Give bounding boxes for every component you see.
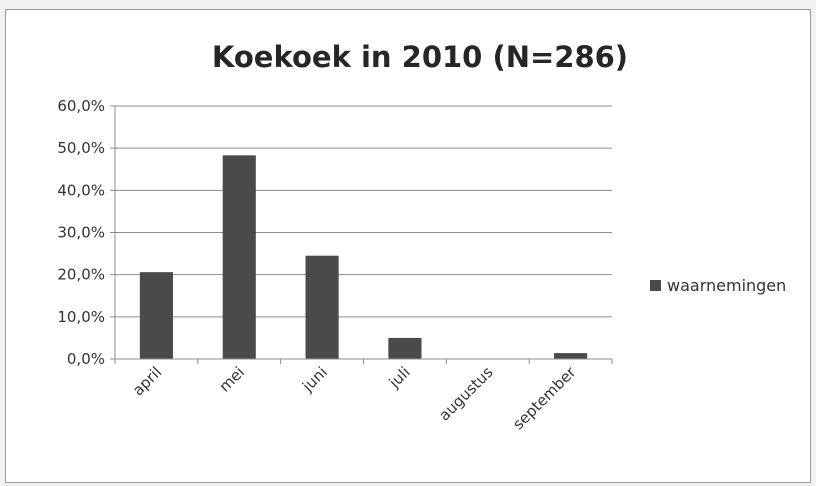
y-tick-label: 60,0% <box>57 97 105 115</box>
x-tick-label: augustus <box>435 363 496 424</box>
bar-juli <box>388 337 422 359</box>
gridlines <box>115 105 612 318</box>
bar-september <box>554 353 588 359</box>
x-axis-labels: april mei juni juli augustus september <box>129 363 580 434</box>
legend-label: waarnemingen <box>667 276 786 295</box>
legend-swatch <box>650 280 661 291</box>
y-tick-label: 30,0% <box>57 224 105 242</box>
bar-juni <box>305 255 339 359</box>
y-tick-label: 10,0% <box>57 308 105 326</box>
x-tick-label: mei <box>216 363 249 396</box>
legend: waarnemingen <box>650 276 786 295</box>
x-tick-label: september <box>509 363 580 434</box>
x-tick-label: juni <box>298 363 331 396</box>
chart-title: Koekoek in 2010 (N=286) <box>212 40 628 74</box>
x-tick-label: juli <box>385 363 414 392</box>
bar-mei <box>222 155 256 359</box>
y-axis-ticks: 0,0% 10,0% 20,0% 30,0% 40,0% 50,0% 60,0% <box>57 97 115 368</box>
axes <box>114 106 613 364</box>
y-tick-label: 0,0% <box>67 350 105 368</box>
x-tick-label: april <box>129 363 165 399</box>
y-tick-label: 20,0% <box>57 266 105 284</box>
chart-frame <box>5 9 811 483</box>
y-tick-label: 50,0% <box>57 139 105 157</box>
y-tick-label: 40,0% <box>57 181 105 199</box>
bars <box>139 155 588 359</box>
bar-april <box>139 272 173 359</box>
